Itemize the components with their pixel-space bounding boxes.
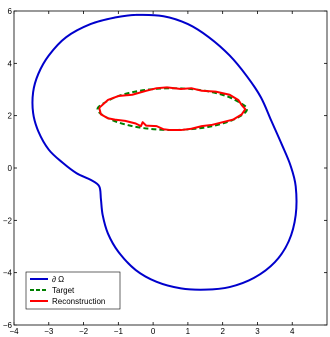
x-tick-label: −1 [114,327,124,336]
x-tick-label: −3 [44,327,54,336]
x-tick-label: −4 [9,327,19,336]
y-tick-label: −4 [3,269,13,278]
x-tick-label: 2 [220,327,225,336]
series-line-1 [31,13,298,291]
y-tick-label: 4 [8,59,13,68]
legend-label: Reconstruction [52,297,105,306]
x-tick-label: 0 [151,327,156,336]
y-tick-label: −2 [3,216,13,225]
x-tick-label: 4 [290,327,295,336]
series-layer [31,13,298,291]
y-tick-label: 2 [8,112,13,121]
legend-label: Target [52,286,75,295]
x-tick-label: 3 [255,327,260,336]
series-line-3 [98,86,247,132]
legend-label: ∂ Ω [52,275,64,284]
y-tick-label: 0 [8,164,13,173]
legend: ∂ Ω Target Reconstruction [25,271,121,310]
x-tick-label: −2 [79,327,89,336]
y-tick-label: 6 [8,7,13,16]
y-tick-label: −6 [3,321,13,330]
x-tick-label: 1 [186,327,191,336]
